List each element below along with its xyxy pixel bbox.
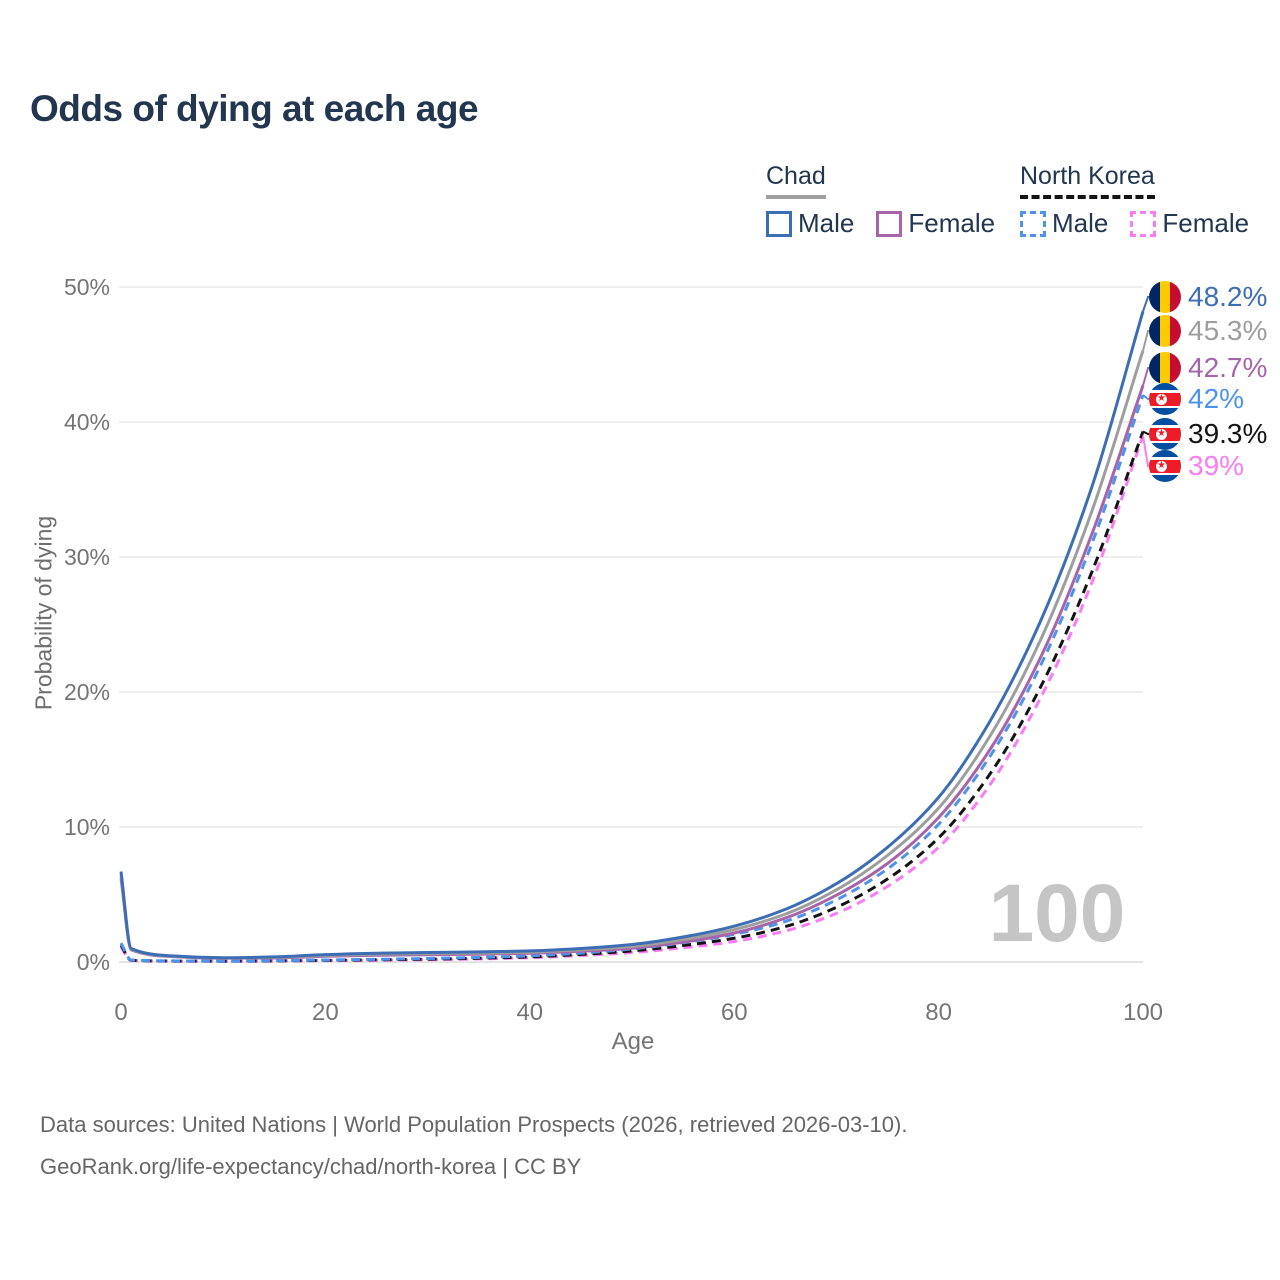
- legend-item-chad-female[interactable]: Female: [876, 208, 1017, 239]
- end-label-chad-female: 42.7%: [1149, 351, 1267, 385]
- end-label-nk-female: ★ 39%: [1149, 449, 1244, 483]
- x-tick-label: 40: [516, 999, 543, 1026]
- legend-label-chad-male: Male: [798, 208, 855, 238]
- y-axis-title: Probability of dying: [30, 515, 57, 711]
- y-tick-label: 30%: [64, 544, 110, 570]
- end-label-chad-male: 48.2%: [1149, 280, 1267, 314]
- end-label-nk-both: ★ 39.3%: [1149, 417, 1267, 451]
- page-title: Odds of dying at each age: [30, 88, 479, 129]
- legend-swatch-nk-female: [1130, 210, 1157, 237]
- legend-label-nk-female: Female: [1162, 208, 1250, 238]
- end-label-nk-male: ★ 42%: [1149, 382, 1244, 416]
- end-label-value: 42%: [1188, 383, 1245, 414]
- chad-flag-icon: [1149, 315, 1181, 347]
- x-axis-title: Age: [611, 1028, 655, 1055]
- end-label-value: 45.3%: [1188, 315, 1268, 346]
- y-tick-label: 10%: [64, 814, 110, 840]
- north-korea-flag-icon: ★: [1149, 450, 1181, 482]
- legend-chad-title: Chad: [766, 162, 826, 199]
- legend-item-chad-male[interactable]: Male: [766, 208, 876, 239]
- legend-swatch-nk-male: [1020, 210, 1046, 237]
- legend-swatch-chad-female: [876, 210, 903, 237]
- series-line-chad-male: [119, 310, 1145, 960]
- end-label-value: 39%: [1188, 450, 1245, 481]
- x-tick-label: 80: [925, 999, 952, 1026]
- north-korea-flag-icon: ★: [1149, 418, 1181, 450]
- legend-swatch-chad-male: [766, 210, 792, 237]
- end-label-value: 42.7%: [1188, 352, 1268, 383]
- x-tick-label: 100: [1123, 999, 1163, 1026]
- legend-group-north-korea: North Korea Male Female: [1020, 162, 1271, 239]
- x-tick-label: 60: [721, 999, 748, 1026]
- legend-label-chad-female: Female: [908, 208, 996, 238]
- footer-attribution: GeoRank.org/life-expectancy/chad/north-k…: [40, 1154, 582, 1179]
- end-label-chad-both: 45.3%: [1149, 314, 1267, 348]
- end-label-value: 39.3%: [1188, 418, 1268, 449]
- footer: Data sources: United Nations | World Pop…: [40, 1104, 907, 1188]
- y-tick-label: 40%: [64, 409, 110, 435]
- chad-flag-icon: [1149, 281, 1181, 313]
- legend-item-nk-male[interactable]: Male: [1020, 208, 1130, 239]
- legend-item-nk-female[interactable]: Female: [1130, 208, 1271, 239]
- chad-flag-icon: [1149, 352, 1181, 384]
- legend-north-korea-title: North Korea: [1020, 162, 1155, 199]
- north-korea-flag-icon: ★: [1149, 383, 1181, 415]
- x-tick-label: 20: [312, 999, 339, 1026]
- age-counter-watermark: 100: [989, 868, 1126, 959]
- y-tick-label: 20%: [64, 679, 110, 705]
- y-tick-label: 50%: [64, 274, 110, 300]
- footer-sources: Data sources: United Nations | World Pop…: [40, 1112, 908, 1137]
- y-tick-label: 0%: [77, 949, 110, 975]
- series-line-chad-both-sexes: [119, 350, 1145, 960]
- legend-group-chad: Chad Male Female: [766, 162, 1017, 239]
- series-line-north-korea-female: [119, 435, 1145, 963]
- end-label-value: 48.2%: [1188, 281, 1268, 312]
- legend-label-nk-male: Male: [1052, 208, 1109, 238]
- x-tick-label: 0: [114, 999, 127, 1026]
